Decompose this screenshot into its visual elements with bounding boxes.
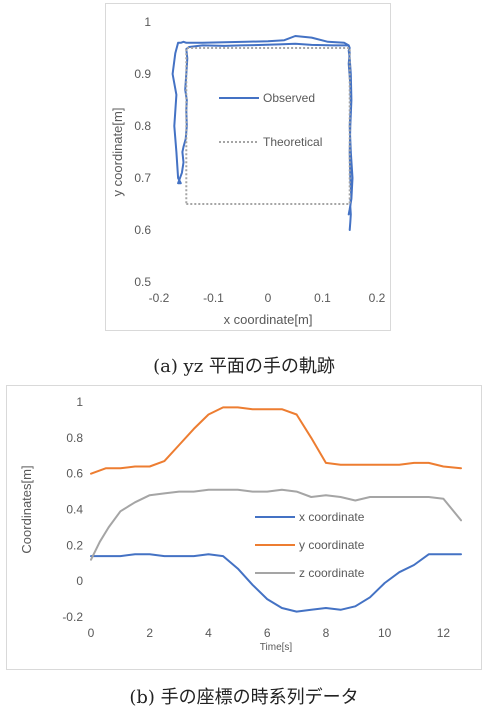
chart-a-series-0-line (171, 35, 354, 231)
chart-a-ytick-label: 0.9 (134, 67, 151, 81)
chart-b-series-1-line (90, 406, 462, 475)
chart-a-ytick-label: 0.5 (134, 275, 151, 289)
chart-b-xtick-label: 10 (378, 626, 392, 640)
chart-a-series-1-line (185, 47, 351, 205)
chart-b-legend-label-1: y coordinate (299, 538, 365, 552)
chart-b-xtick-label: 2 (146, 626, 153, 640)
chart-a-xtick-label: 0.1 (314, 291, 331, 305)
chart-a-ytick-label: 0.6 (134, 223, 151, 237)
chart-a-legend-label-1: Theoretical (263, 135, 322, 149)
chart-b-ytick-label: 0.6 (66, 467, 83, 481)
chart-b-series-2-line (90, 488, 462, 561)
chart-b-ytick-label: -0.2 (62, 610, 83, 624)
chart-b-ytick-label: 1 (76, 395, 83, 409)
chart-a-legend-label-0: Observed (263, 91, 315, 105)
chart-b-ytick-label: 0.2 (66, 538, 83, 552)
chart-a-xtick-label: -0.1 (203, 291, 224, 305)
chart-a-ylabel: y coordinate[m] (110, 108, 125, 197)
chart-a-xlabel: x coordinate[m] (224, 312, 313, 327)
chart-a-xtick-label: -0.2 (149, 291, 170, 305)
chart-a-panel: 0.5 0.6 0.7 0.8 0.9 1 -0.2 -0.1 0 0.1 0.2 x coordin… (105, 3, 391, 331)
chart-a-xtick-label: 0 (265, 291, 272, 305)
caption-b: (b) 手の座標の時系列データ (129, 687, 359, 708)
chart-b-legend-label-2: z coordinate (299, 566, 365, 580)
chart-b-series-0-line (90, 553, 462, 613)
chart-b-panel: -0.2 0 0.2 0.4 0.6 0.8 1 0 2 4 6 8 10 12 Time[s] Coordi… (6, 385, 482, 670)
caption-a: (a) yz 平面の手の軌跡 (153, 356, 335, 377)
chart-b-legend-label-0: x coordinate (299, 510, 365, 524)
chart-b-ylabel: Coordinates[m] (19, 465, 34, 553)
chart-a-xtick-label: 0.2 (369, 291, 386, 305)
chart-b-ytick-label: 0.8 (66, 431, 83, 445)
chart-b-xtick-label: 0 (88, 626, 95, 640)
chart-b-ytick-label: 0 (76, 574, 83, 588)
chart-b-xtick-label: 8 (323, 626, 330, 640)
chart-b-svg: -0.200.20.40.60.810 2 4 6 8 10 12Time[s]Coordi… (19, 395, 462, 653)
chart-a-ytick-label: 1 (144, 15, 151, 29)
chart-b-xlabel: Time[s] (260, 642, 293, 653)
chart-a-ytick-label: 0.7 (134, 171, 151, 185)
chart-b-xtick-label: 6 (264, 626, 271, 640)
chart-b-xtick-label: 12 (437, 626, 451, 640)
chart-b-ytick-label: 0.4 (66, 503, 83, 517)
chart-a-ytick-label: 0.8 (134, 119, 151, 133)
chart-a-svg: 0.5 0.6 0.7 0.8 0.9 1 -0.2 -0.1 0 0.1 0.2 x coordin… (110, 15, 386, 327)
chart-b-xtick-label: 4 (205, 626, 212, 640)
